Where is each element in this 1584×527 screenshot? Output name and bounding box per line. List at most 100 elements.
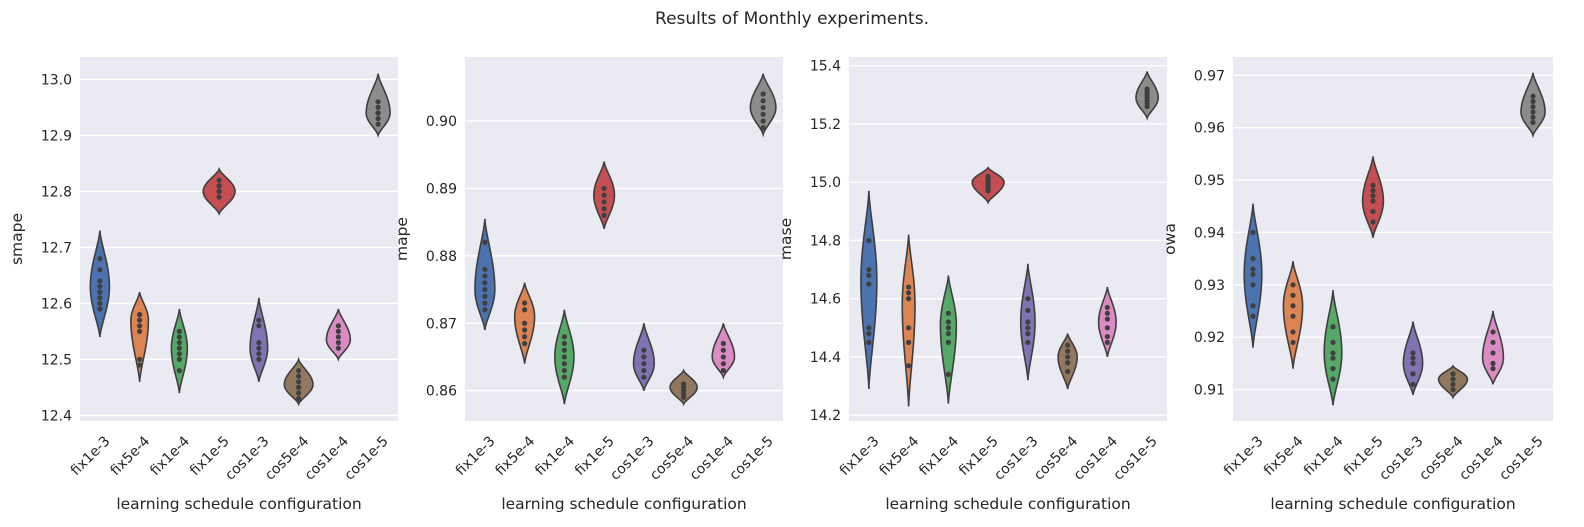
data-point [906, 284, 912, 290]
data-point [1410, 371, 1416, 377]
data-point [97, 284, 103, 290]
data-point [1025, 319, 1031, 325]
data-point [945, 339, 951, 345]
violin-cos1e-3 [249, 297, 269, 382]
x-axis-label: learning schedule configuration [116, 495, 361, 513]
x-tick-label: fix1e-4 [1301, 433, 1347, 479]
data-point [335, 345, 341, 351]
data-point [97, 289, 103, 295]
data-point [137, 328, 143, 334]
data-point [1530, 98, 1536, 105]
x-tick-label: cos1e-5 [1496, 433, 1546, 483]
violin-fix1e-4 [1323, 289, 1343, 406]
data-point [1410, 360, 1416, 366]
data-point [1290, 303, 1296, 309]
y-tick-label: 15.2 [810, 117, 841, 133]
data-point [296, 384, 302, 390]
violin-cos1e-4 [1097, 286, 1117, 358]
data-point [375, 116, 381, 122]
x-tick-label: cos1e-5 [341, 433, 391, 483]
violin-fix1e-4 [939, 275, 958, 404]
y-tick-label: 14.8 [810, 233, 841, 249]
violin-cos1e-5 [749, 73, 777, 138]
data-point [1330, 376, 1336, 382]
data-point [522, 307, 528, 313]
data-point [1370, 208, 1376, 215]
data-point [1330, 366, 1336, 372]
data-point [137, 356, 143, 362]
data-point [1450, 386, 1456, 393]
data-point [641, 347, 647, 353]
data-point [1530, 119, 1536, 126]
data-point [335, 323, 341, 329]
x-axis-label: learning schedule configuration [501, 495, 746, 513]
data-point [482, 239, 488, 245]
data-point [137, 312, 143, 318]
data-point [1290, 282, 1296, 288]
panel-mape: 0.86 0.87 0.88 0.89 0.90 fix1e-3fix5e-4fix1e-… [393, 57, 783, 513]
data-point [1330, 355, 1336, 361]
data-point [137, 317, 143, 323]
plot-area [849, 57, 1167, 421]
data-point [97, 300, 103, 306]
panel-smape: 12.4 12.5 12.6 12.7 12.8 12.9 13.0 fix1e-3fix5e… [8, 57, 398, 513]
violin-fix5e-4 [130, 292, 150, 382]
y-tick-label: 0.87 [426, 316, 457, 332]
data-point [1025, 296, 1031, 302]
data-point [482, 266, 488, 272]
x-tick-label: fix1e-3 [837, 433, 883, 479]
data-point [137, 323, 143, 329]
data-point [561, 367, 567, 374]
data-point [1330, 324, 1336, 330]
y-tick-label: 12.4 [41, 408, 72, 424]
data-point [561, 361, 567, 367]
x-tick-label: fix5e-4 [108, 433, 154, 479]
y-tick-label: 0.93 [1194, 278, 1225, 294]
y-axis-label: mape [393, 217, 411, 261]
data-point [1370, 193, 1376, 199]
data-point [1450, 371, 1456, 377]
y-tick-label: 15.4 [810, 59, 841, 75]
data-point [522, 300, 528, 306]
data-point [866, 339, 872, 345]
y-tick-label: 0.96 [1194, 121, 1225, 137]
data-point [335, 340, 341, 346]
data-point [97, 295, 103, 301]
data-point [296, 390, 302, 396]
data-point [1330, 350, 1336, 356]
data-point [1490, 366, 1496, 372]
data-point [1025, 339, 1031, 345]
data-point [296, 379, 302, 385]
data-point [522, 340, 528, 347]
data-point [522, 320, 528, 326]
data-point [866, 325, 872, 331]
data-point [641, 367, 647, 374]
data-point [176, 351, 182, 357]
x-tick-label: cos1e-5 [726, 433, 776, 483]
data-point [1104, 310, 1110, 316]
x-tick-label: fix5e-4 [493, 433, 539, 479]
data-point [176, 328, 182, 334]
data-point [760, 91, 766, 97]
x-tick-label: fix1e-3 [453, 433, 499, 479]
data-point [760, 111, 766, 117]
data-point [760, 98, 766, 104]
data-point [482, 280, 488, 286]
y-axis-label: mase [777, 218, 795, 260]
data-point [1410, 381, 1416, 387]
x-tick-label: fix5e-4 [877, 433, 923, 479]
violin-cos5e-4 [1437, 364, 1469, 400]
data-point [1450, 381, 1456, 387]
data-point [375, 104, 381, 110]
data-point [561, 354, 567, 360]
data-point [601, 206, 607, 212]
data-point [482, 273, 488, 279]
data-point [1450, 376, 1456, 382]
data-point [1530, 93, 1536, 99]
data-point [1065, 354, 1071, 360]
y-axis-label: owa [1161, 223, 1179, 255]
x-tick-label: fix1e-4 [147, 433, 193, 479]
data-point [1290, 292, 1296, 298]
x-tick-label: fix1e-4 [532, 433, 578, 479]
